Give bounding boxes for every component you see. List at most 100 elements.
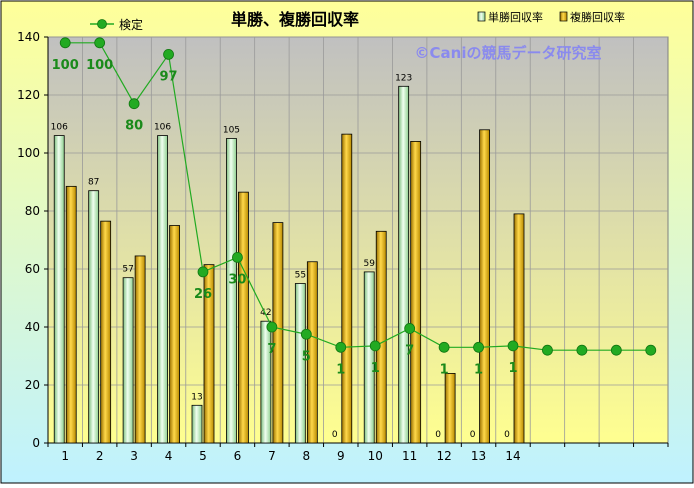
bar-value-label: 55: [295, 271, 306, 281]
line-point: [507, 340, 519, 352]
bar-value-label: 87: [88, 178, 99, 188]
y-axis: 0 20 40 60 80 100 120 140: [17, 30, 49, 450]
y-tick-label: 80: [25, 204, 40, 218]
line-point: [645, 344, 657, 356]
bar-series-a: [260, 320, 272, 444]
line-point: [335, 341, 347, 353]
line-value-label: 1: [474, 362, 483, 377]
x-tick-label: 14: [505, 449, 520, 463]
line-value-label: 97: [160, 69, 178, 84]
legend-swatch-series-b: [559, 11, 568, 22]
bar-series-b: [272, 222, 284, 444]
x-tick-label: 11: [402, 449, 417, 463]
x-tick-label: 9: [337, 449, 345, 463]
bar-series-a: [157, 135, 168, 444]
x-tick-label: 2: [96, 449, 104, 463]
legend-line-label: 検定: [119, 17, 143, 32]
x-tick-label: 7: [268, 449, 276, 463]
bar-series-b: [444, 372, 456, 444]
legend-line-swatch-marker: [97, 19, 107, 29]
legend-swatch-series-a: [477, 11, 486, 22]
y-tick-label: 40: [25, 320, 40, 334]
line-point: [197, 266, 209, 278]
bar-series-a: [294, 283, 306, 444]
bar-series-a: [191, 404, 203, 444]
line-point: [576, 344, 588, 356]
bar-series-b: [65, 185, 77, 444]
bar-value-label: 106: [154, 123, 171, 133]
x-tick-label: 6: [234, 449, 242, 463]
line-value-label: 1: [336, 362, 345, 377]
bar-value-label: 57: [122, 265, 133, 275]
line-value-label: 1: [440, 362, 449, 377]
line-value-label: 7: [405, 343, 414, 358]
line-point: [300, 328, 312, 340]
bar-series-b: [513, 213, 525, 444]
line-point: [163, 49, 174, 60]
gridlines: [48, 36, 668, 443]
line-point: [542, 344, 553, 356]
bar-value-label: 106: [51, 123, 68, 133]
legend-label-series-a: 単勝回収率: [488, 10, 543, 24]
chart-title: 単勝、複勝回収率: [231, 10, 359, 29]
bar-series-b: [238, 191, 249, 444]
bar-series-b: [479, 129, 490, 444]
line-point: [266, 321, 278, 333]
line-value-label: 100: [86, 58, 113, 73]
bar-value-label: 0: [470, 430, 476, 440]
x-tick-label: 10: [368, 449, 383, 463]
y-tick-label: 60: [25, 262, 40, 276]
legend-label-series-b: 複勝回収率: [570, 10, 625, 24]
x-tick-label: 4: [165, 449, 173, 463]
x-axis: 1 2 3 4 5 6 7 8 9 10 11 12 13 14: [47, 442, 669, 463]
bar-series-b: [410, 140, 422, 444]
watermark: ©Caniの競馬データ研究室: [415, 44, 602, 62]
y-tick-label: 100: [17, 146, 40, 160]
bar-series-b: [134, 255, 146, 444]
line-point: [404, 323, 416, 334]
line-value-label: 100: [52, 58, 79, 73]
x-tick-label: 5: [199, 449, 207, 463]
bar-series-a: [398, 85, 410, 444]
y-tick-label: 0: [32, 436, 40, 450]
line-series-path: [65, 42, 651, 351]
bar-value-label: 42: [260, 308, 271, 318]
line-point: [232, 251, 243, 263]
bar-series-a: [53, 135, 65, 444]
line-value-label: 26: [194, 287, 212, 302]
line-value-label: 30: [228, 272, 246, 287]
bar-value-label: 13: [191, 392, 202, 402]
line-point: [473, 341, 484, 353]
x-tick-label: 12: [436, 449, 451, 463]
bar-series-a: [122, 277, 134, 444]
line-value-label: 1: [508, 361, 517, 376]
x-tick-label: 3: [130, 449, 138, 463]
bar-series-b: [100, 220, 112, 444]
y-tick-label: 140: [17, 30, 40, 44]
legend-bars: 単勝回収率 複勝回収率: [477, 10, 625, 24]
x-tick-label: 13: [471, 449, 486, 463]
bar-series-b: [169, 225, 180, 444]
bar-value-label: 0: [504, 430, 510, 440]
bar-series-a: [226, 138, 237, 444]
line-point: [128, 98, 140, 110]
bar-value-label: 0: [435, 430, 441, 440]
bar-series-a: [88, 190, 100, 444]
legend-line: 検定: [90, 17, 143, 32]
bar-value-label: 59: [363, 259, 375, 269]
line-value-label: 5: [302, 349, 311, 364]
y-tick-label: 120: [17, 88, 40, 102]
line-value-label: 80: [125, 119, 143, 134]
y-tick-label: 20: [25, 378, 40, 392]
line-point: [59, 37, 71, 49]
bar-series-b: [341, 133, 353, 444]
x-tick-label: 8: [303, 449, 311, 463]
bar-value-label: 0: [332, 430, 338, 440]
bar-series-b: [203, 264, 215, 444]
bar-series-b: [306, 261, 318, 444]
line-value-label: 1: [371, 361, 380, 376]
bar-value-label: 123: [395, 73, 412, 83]
